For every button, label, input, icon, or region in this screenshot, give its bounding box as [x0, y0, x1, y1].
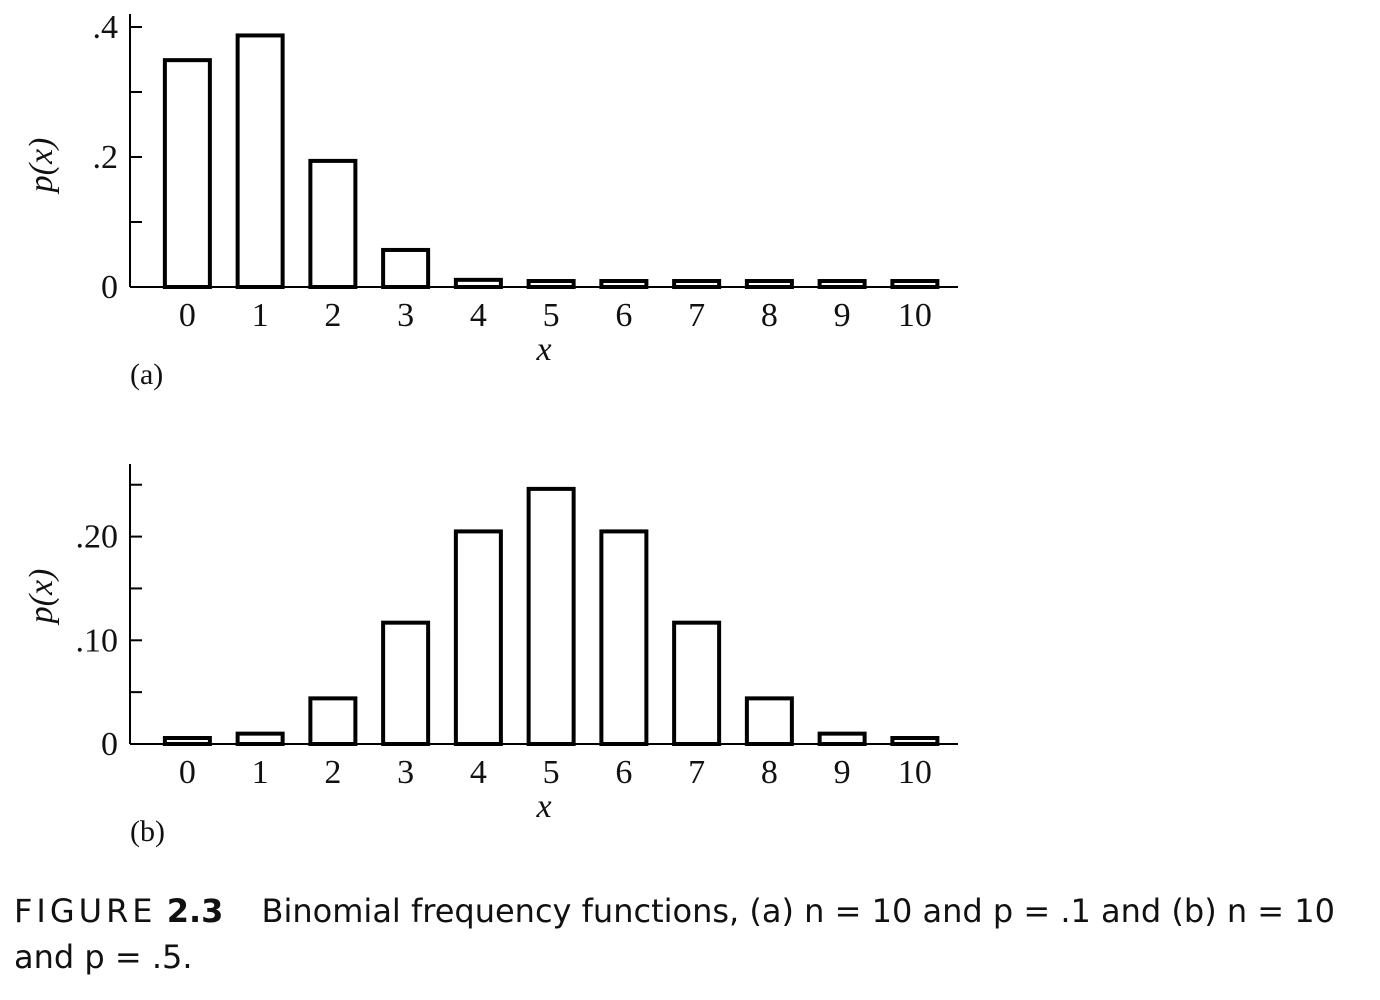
bar [381, 620, 431, 747]
caption-text: Binomial frequency functions, (a) n = 10… [14, 892, 1335, 976]
bar [890, 279, 940, 289]
bar [381, 247, 431, 289]
y-tick-label: .2 [93, 139, 119, 176]
bar [526, 279, 576, 289]
y-tick-label: 0 [101, 726, 118, 763]
bar [162, 58, 212, 290]
x-tick-label: 7 [688, 754, 705, 791]
bar [308, 696, 358, 746]
x-tick-label: 10 [898, 297, 932, 334]
y-tick-label: .20 [76, 519, 119, 556]
x-tick-label: 8 [761, 754, 778, 791]
y-tick-label: .4 [93, 9, 119, 46]
x-axis-label: x [535, 331, 551, 368]
x-tick-label: 3 [397, 297, 414, 334]
bar [672, 620, 722, 747]
x-tick-label: 8 [761, 297, 778, 334]
x-tick-label: 1 [252, 754, 269, 791]
x-tick-label: 4 [470, 754, 487, 791]
bar [453, 529, 503, 746]
caption-number: 2.3 [166, 892, 224, 930]
x-tick-label: 0 [179, 754, 196, 791]
x-axis-label: x [535, 788, 551, 825]
x-tick-label: 5 [543, 297, 560, 334]
chart-panel-a: 0 .2 .4 0 1 2 3 4 5 6 7 8 9 10 x p(x) (a) [23, 9, 958, 391]
x-tick-label: 5 [543, 754, 560, 791]
x-tick-label: 7 [688, 297, 705, 334]
bar [599, 529, 649, 746]
y-tick-label: 0 [101, 269, 118, 306]
bar [744, 696, 794, 746]
caption-label: FIGURE [14, 892, 157, 930]
x-tick-label: 6 [615, 297, 632, 334]
x-tick-label: 2 [324, 297, 341, 334]
bar [235, 33, 285, 290]
bar [599, 279, 649, 289]
chart-panel-b: 0 .10 .20 0 1 2 3 4 5 6 7 8 9 10 x p(x) (b) [23, 464, 958, 848]
bar [672, 279, 722, 289]
figure-caption: FIGURE 2.3 Binomial frequency functions,… [14, 888, 1364, 980]
bar [817, 279, 867, 289]
x-tick-label: 6 [615, 754, 632, 791]
x-tick-label: 1 [252, 297, 269, 334]
bar [526, 486, 576, 746]
bar [162, 736, 212, 746]
x-tick-label: 0 [179, 297, 196, 334]
x-tick-label: 9 [834, 754, 851, 791]
bar [308, 158, 358, 289]
panel-label: (a) [130, 358, 163, 391]
y-axis-label: p(x) [23, 138, 60, 195]
x-tick-label: 4 [470, 297, 487, 334]
y-tick-label: .10 [76, 622, 119, 659]
bar [744, 279, 794, 289]
x-tick-label: 10 [898, 754, 932, 791]
bar [453, 277, 503, 290]
panel-label: (b) [130, 815, 165, 848]
bar [890, 736, 940, 746]
x-tick-label: 9 [834, 297, 851, 334]
y-axis-label: p(x) [23, 569, 60, 626]
x-tick-label: 3 [397, 754, 414, 791]
bar [235, 731, 285, 747]
x-tick-label: 2 [324, 754, 341, 791]
bar [817, 731, 867, 747]
